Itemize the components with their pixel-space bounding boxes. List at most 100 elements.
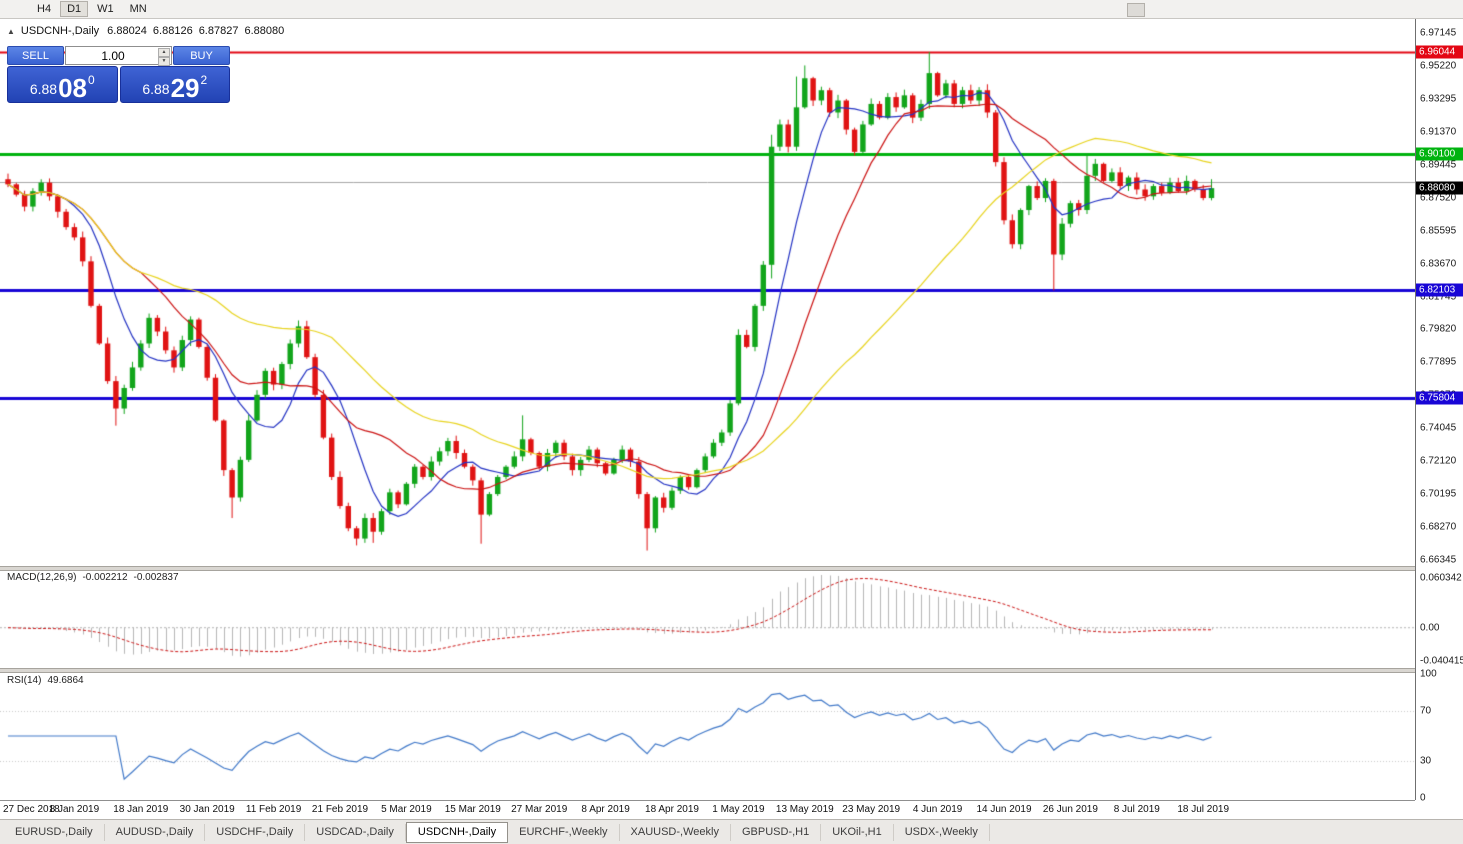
macd-signal-value: -0.002837: [133, 572, 179, 583]
ohlc-close-value: 6.88080: [244, 25, 285, 37]
price-scale-axis[interactable]: 6.97145 6.95220 6.93295 6.91370 6.89445 6.875…: [1415, 19, 1463, 804]
price-line-label: 6.96044: [1416, 45, 1463, 59]
sell-price-button[interactable]: 6.88 08 0: [7, 66, 118, 103]
ohlc-high-value: 6.88126: [152, 25, 193, 37]
price-tick: 6.66345: [1420, 554, 1457, 566]
ohlc-open-value: 6.88024: [107, 25, 147, 37]
macd-scale-tick: -0.040415: [1420, 655, 1463, 667]
date-axis-label: 18 Apr 2019: [645, 804, 699, 815]
price-tick: 6.87520: [1420, 192, 1457, 204]
tab-usdchf-daily[interactable]: USDCHF-,Daily: [205, 823, 306, 841]
tab-ukoil-h1[interactable]: UKOil-,H1: [821, 823, 894, 841]
buy-price-point: 2: [200, 73, 208, 87]
buy-button[interactable]: BUY: [173, 46, 230, 65]
price-line-label: 6.82103: [1416, 283, 1463, 297]
price-tick: 6.68270: [1420, 521, 1457, 533]
toolbar-handle[interactable]: [1127, 3, 1145, 17]
rsi-scale-tick: 30: [1420, 755, 1432, 767]
price-tick: 6.83670: [1420, 258, 1457, 270]
price-tick: 6.70195: [1420, 488, 1457, 500]
tab-eurusd-daily[interactable]: EURUSD-,Daily: [4, 823, 105, 841]
rsi-scale-tick: 0: [1420, 792, 1426, 804]
volume-input[interactable]: [66, 47, 171, 64]
price-tick: 6.89445: [1420, 159, 1457, 171]
date-axis-label: 18 Jul 2019: [1177, 804, 1230, 815]
tab-usdcnh-daily[interactable]: USDCNH-,Daily: [405, 821, 509, 843]
rsi-scale-tick: 70: [1420, 705, 1432, 717]
date-axis-label: 8 Jul 2019: [1113, 804, 1160, 815]
one-click-collapse-icon[interactable]: ▲: [7, 26, 15, 36]
period-toolbar: H4 D1 W1 MN: [0, 0, 1463, 19]
price-tick: 6.91370: [1420, 126, 1457, 138]
ohlc-low-value: 6.87827: [198, 25, 239, 37]
one-click-trading-panel: SELL ▲ ▼ BUY 6.88 08 0 6.88: [7, 46, 230, 103]
current-price-label: 6.88080: [1416, 181, 1463, 195]
price-tick: 6.74045: [1420, 422, 1457, 434]
date-axis-label: 8 Jan 2019: [49, 804, 100, 815]
price-tick: 6.72120: [1420, 455, 1457, 467]
period-buttons: H4 D1 W1 MN: [30, 1, 154, 17]
date-axis-label: 21 Feb 2019: [311, 804, 369, 815]
sell-price-point: 0: [87, 73, 95, 87]
tab-audusd-daily[interactable]: AUDUSD-,Daily: [105, 823, 206, 841]
date-axis-label: 27 Dec 2018: [3, 804, 60, 815]
date-axis-label: 1 May 2019: [712, 804, 765, 815]
macd-scale-tick: 0.00: [1420, 622, 1440, 634]
date-axis-label: 5 Mar 2019: [381, 804, 432, 815]
volume-up-icon[interactable]: ▲: [158, 48, 170, 57]
sell-price-prefix: 6.88: [29, 81, 58, 97]
rsi-value: 49.6864: [47, 675, 84, 686]
chart-window: 6.97145 6.95220 6.93295 6.91370 6.89445 6.875…: [0, 19, 1463, 819]
date-axis-label: 30 Jan 2019: [179, 804, 235, 815]
date-axis-label: 11 Feb 2019: [245, 804, 302, 815]
macd-indicator-label: MACD(12,26,9) -0.002212 -0.002837: [7, 572, 179, 583]
buy-price-pips: 29: [170, 72, 200, 103]
price-tick: 6.97145: [1420, 27, 1457, 39]
volume-down-icon[interactable]: ▼: [158, 57, 170, 66]
period-button-h4[interactable]: H4: [37, 3, 52, 15]
price-tick: 6.95220: [1420, 60, 1457, 72]
rsi-indicator-label: RSI(14) 49.6864: [7, 675, 84, 686]
pane-splitter-macd[interactable]: [0, 566, 1463, 571]
date-axis[interactable]: 27 Dec 2018 8 Jan 2019 18 Jan 2019 30 Jan 2…: [0, 800, 1415, 818]
tab-usdx-weekly[interactable]: USDX-,Weekly: [894, 823, 990, 841]
period-button-d1[interactable]: D1: [60, 1, 89, 17]
date-axis-label: 14 Jun 2019: [976, 804, 1032, 815]
buy-price-prefix: 6.88: [142, 81, 170, 97]
chart-tab-bar: EURUSD-,Daily AUDUSD-,Daily USDCHF-,Daily U…: [0, 819, 1463, 844]
price-line-label: 6.75804: [1416, 391, 1463, 405]
date-axis-label: 15 Mar 2019: [444, 804, 501, 815]
price-tick: 6.79820: [1420, 323, 1457, 335]
date-axis-label: 27 Mar 2019: [511, 804, 568, 815]
sell-price-pips: 08: [58, 72, 87, 103]
macd-title: MACD(12,26,9): [7, 572, 77, 583]
tab-eurchf-weekly[interactable]: EURCHF-,Weekly: [508, 823, 620, 841]
tab-usdcad-daily[interactable]: USDCAD-,Daily: [305, 823, 406, 841]
period-button-mn[interactable]: MN: [129, 3, 147, 15]
date-axis-label: 26 Jun 2019: [1042, 804, 1098, 815]
date-axis-label: 23 May 2019: [842, 804, 901, 815]
volume-field: ▲ ▼: [65, 46, 172, 66]
chart-title: ▲ USDCNH-,Daily 6.88024 6.88126 6.87827 …: [7, 25, 284, 37]
price-tick: 6.77895: [1420, 356, 1457, 368]
date-axis-label: 13 May 2019: [775, 804, 834, 815]
date-axis-label: 4 Jun 2019: [912, 804, 963, 815]
tab-gbpusd-h1[interactable]: GBPUSD-,H1: [731, 823, 822, 841]
period-button-w1[interactable]: W1: [97, 3, 114, 15]
tab-xauusd-weekly[interactable]: XAUUSD-,Weekly: [620, 823, 731, 841]
rsi-scale-tick: 100: [1420, 668, 1437, 680]
chart-symbol-label: USDCNH-,Daily: [20, 25, 100, 37]
macd-main-value: -0.002212: [82, 572, 128, 583]
sell-button[interactable]: SELL: [7, 46, 64, 65]
date-axis-label: 8 Apr 2019: [581, 804, 630, 815]
buy-price-button[interactable]: 6.88 29 2: [119, 66, 230, 103]
rsi-title: RSI(14): [7, 675, 42, 686]
price-chart-canvas[interactable]: [0, 19, 1415, 800]
price-tick: 6.93295: [1420, 93, 1457, 105]
pane-splitter-rsi[interactable]: [0, 668, 1463, 673]
price-tick: 6.85595: [1420, 225, 1457, 237]
price-line-label: 6.90100: [1416, 147, 1463, 161]
macd-scale-tick: 0.060342: [1420, 572, 1462, 584]
date-axis-label: 18 Jan 2019: [113, 804, 169, 815]
